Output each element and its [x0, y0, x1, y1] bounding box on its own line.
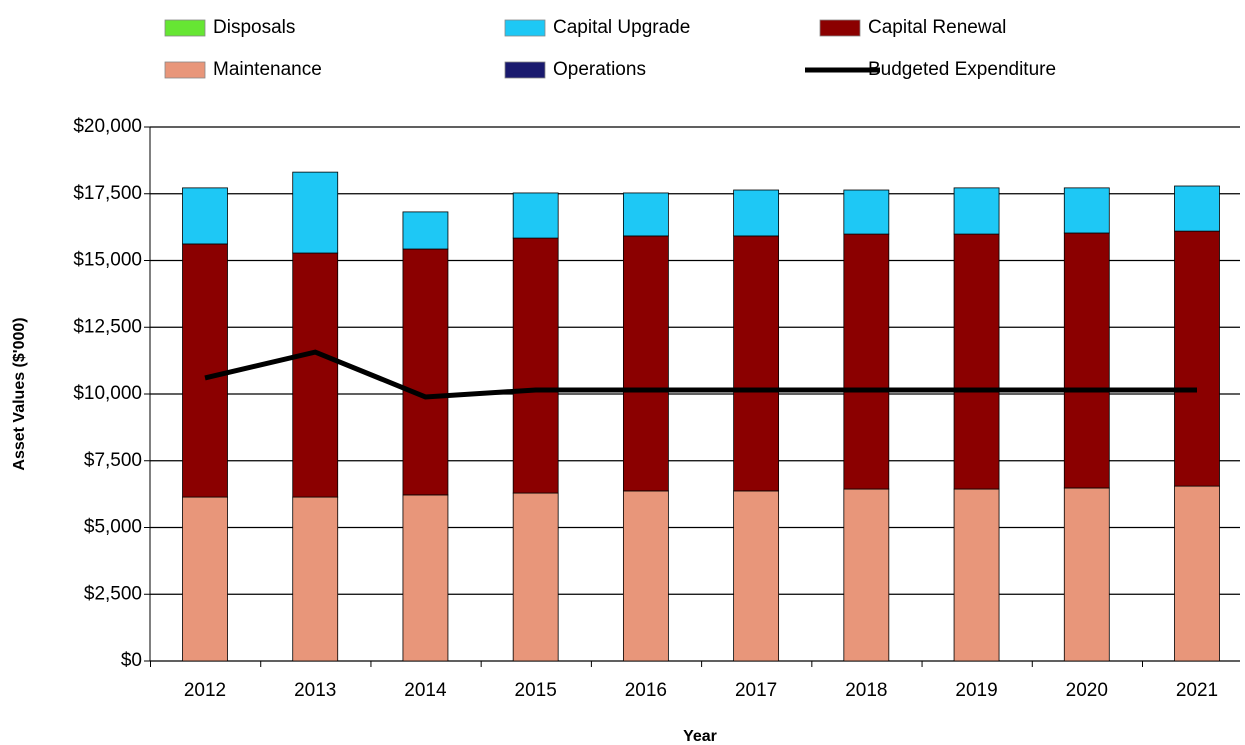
legend-label: Disposals [213, 17, 295, 38]
bar-segment [292, 252, 339, 498]
bar-segment [733, 235, 780, 492]
bar-segment [622, 490, 669, 662]
legend-swatch [504, 61, 546, 79]
bar-segment [953, 187, 1000, 235]
x-axis-title: Year [683, 728, 717, 745]
y-tick-label: $0 [121, 650, 142, 671]
bar-segment [622, 235, 669, 492]
x-tick-label: 2013 [294, 680, 336, 701]
x-tick-label: 2015 [515, 680, 557, 701]
y-tick-label: $12,500 [73, 316, 142, 337]
bar-segment [953, 488, 1000, 662]
bar-segment [512, 192, 559, 239]
y-tick-label: $17,500 [73, 183, 142, 204]
y-tick-label: $20,000 [73, 116, 142, 137]
y-tick-label: $5,000 [84, 517, 142, 538]
bar-segment [1063, 232, 1110, 489]
bar-segment [402, 494, 449, 662]
bar-segment [512, 237, 559, 494]
legend-swatch [819, 19, 861, 37]
bar-segment [1174, 485, 1220, 662]
x-tick-label: 2020 [1066, 680, 1108, 701]
bar-segment [1174, 185, 1220, 232]
bar-segment [182, 496, 228, 662]
legend-swatch [164, 61, 206, 79]
bar-segment [292, 171, 339, 254]
bar-segment [182, 243, 228, 498]
legend-swatch [504, 19, 546, 37]
bar-segment [733, 490, 780, 662]
bar-segment [512, 492, 559, 662]
x-tick-label: 2014 [404, 680, 447, 701]
bar-segment [402, 248, 449, 496]
bar-segment [622, 192, 669, 237]
x-tick-label: 2012 [184, 680, 226, 701]
x-tick-label: 2017 [735, 680, 777, 701]
bar-segment [292, 496, 339, 662]
legend-label: Operations [553, 59, 646, 80]
bar-segment [733, 189, 780, 237]
x-tick-label: 2018 [845, 680, 887, 701]
legend-label: Capital Upgrade [553, 17, 690, 38]
y-tick-label: $7,500 [84, 450, 142, 471]
bar-segment [1063, 487, 1110, 662]
bar-segment [843, 488, 890, 662]
x-tick-label: 2021 [1176, 680, 1218, 701]
bar-segment [1063, 187, 1110, 234]
y-tick-label: $15,000 [73, 250, 142, 271]
x-tick-label: 2019 [955, 680, 997, 701]
bar-segment [1174, 230, 1220, 487]
bar-segment [953, 233, 1000, 490]
legend-label: Maintenance [213, 59, 322, 80]
bar-segment [182, 187, 228, 245]
y-tick-label: $10,000 [73, 383, 142, 404]
y-tick-label: $2,500 [84, 583, 142, 604]
bar-segment [843, 189, 890, 235]
line-series [204, 349, 1197, 400]
bar-segment [843, 233, 890, 490]
y-axis-title: Asset Values ($'000) [11, 317, 28, 470]
legend-label: Budgeted Expenditure [868, 59, 1056, 80]
bar-segment [402, 211, 449, 250]
legend-label: Capital Renewal [868, 17, 1006, 38]
x-tick-label: 2016 [625, 680, 667, 701]
legend-swatch [164, 19, 206, 37]
